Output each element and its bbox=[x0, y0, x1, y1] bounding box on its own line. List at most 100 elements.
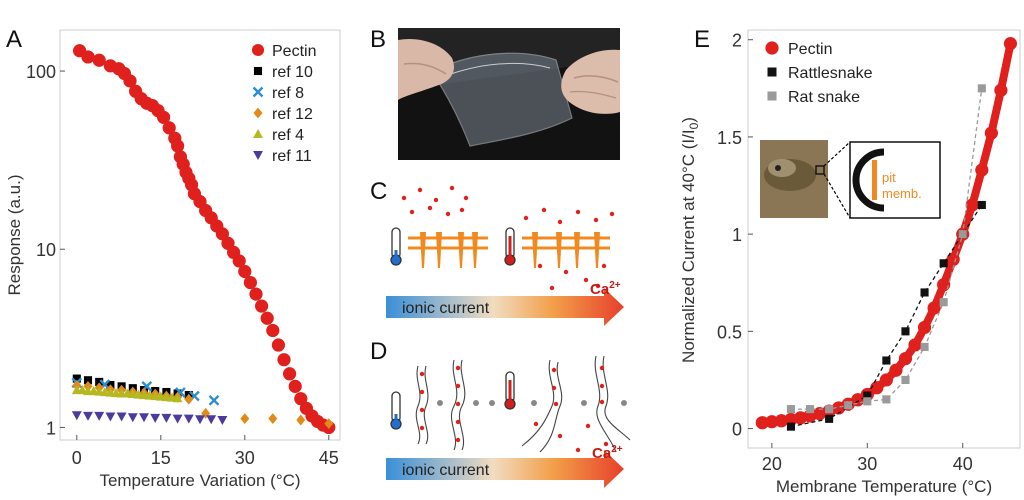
point-ref-12 bbox=[296, 414, 306, 426]
snake-inset: pit memb. bbox=[760, 140, 941, 219]
point-ref-11 bbox=[127, 413, 138, 423]
ion-dot bbox=[541, 207, 547, 213]
ion-dot bbox=[557, 219, 563, 225]
ion-dot bbox=[585, 423, 591, 429]
ion-dot bbox=[449, 185, 455, 191]
ion-dot bbox=[551, 385, 557, 391]
point-pectin bbox=[1003, 37, 1018, 51]
ion-dot bbox=[553, 401, 559, 407]
panel-label-b: B bbox=[370, 26, 387, 53]
point-pectin bbox=[294, 392, 308, 406]
ion-dot bbox=[557, 433, 563, 439]
ion-dot bbox=[551, 367, 557, 373]
point-pectin bbox=[908, 338, 922, 352]
point-pectin bbox=[283, 367, 297, 381]
panel-label-a: A bbox=[6, 26, 23, 53]
chart-a-frame bbox=[59, 29, 341, 441]
point-pectin bbox=[162, 121, 176, 135]
legend-label-ref-11: ref 11 bbox=[272, 148, 312, 165]
ion-dot bbox=[537, 263, 543, 269]
counter-ion-dot bbox=[621, 400, 627, 406]
point-pectin bbox=[975, 163, 989, 177]
pectin-film bbox=[431, 52, 573, 147]
legend-label-pectin: Pectin bbox=[788, 41, 832, 58]
tick-label-y: 100 bbox=[26, 62, 56, 82]
point-rat-snake bbox=[958, 230, 967, 239]
chart-a: 0 15 30 45 1 10 100 Pectin ref 10 ref 8 ref 12 ref… bbox=[5, 29, 341, 490]
point-pectin bbox=[984, 126, 998, 140]
point-rattlesnake bbox=[882, 356, 891, 365]
ions-c bbox=[401, 185, 615, 291]
point-pectin bbox=[288, 379, 302, 393]
ion-dot bbox=[455, 419, 461, 425]
panel-label-e: E bbox=[694, 26, 711, 53]
ion-dot bbox=[419, 425, 425, 431]
ion-dot bbox=[455, 383, 461, 389]
ion-dot bbox=[409, 209, 415, 215]
point-ref-11 bbox=[183, 414, 194, 424]
legend-marker-ref-11 bbox=[253, 150, 263, 160]
point-pectin bbox=[965, 198, 979, 212]
point-rattlesnake bbox=[920, 288, 929, 297]
point-ref-10 bbox=[95, 377, 104, 386]
point-ref-11 bbox=[83, 411, 93, 421]
point-pectin bbox=[870, 381, 884, 395]
ion-dot bbox=[583, 277, 589, 283]
thermometer-hot-icon bbox=[504, 371, 516, 410]
right-hand bbox=[561, 49, 620, 114]
point-rat-snake bbox=[882, 395, 891, 404]
membrane-cold bbox=[408, 232, 488, 268]
pit-membrane bbox=[872, 160, 877, 200]
point-pectin bbox=[171, 139, 185, 153]
thermometer-hot-icon bbox=[504, 227, 516, 266]
point-rat-snake bbox=[786, 405, 795, 414]
polymer-chains bbox=[415, 355, 631, 453]
legend-marker-rattlesnake bbox=[767, 67, 777, 77]
tick-label-y: 10 bbox=[36, 240, 56, 260]
point-ref-12 bbox=[201, 407, 211, 419]
point-ref-8 bbox=[208, 394, 220, 406]
point-pectin bbox=[123, 74, 137, 88]
point-pectin bbox=[249, 287, 263, 301]
tick-label-y: 0 bbox=[732, 420, 742, 440]
counter-ion-dot bbox=[489, 400, 495, 406]
point-rattlesnake bbox=[863, 391, 872, 400]
thermometer-cold-icon bbox=[390, 227, 402, 266]
ion-dot bbox=[609, 211, 615, 217]
point-pectin bbox=[81, 50, 95, 64]
chart-e-axes: 20 30 40 0 0.5 1 1.5 2 bbox=[717, 31, 973, 474]
legend-marker-rat-snake bbox=[767, 91, 777, 101]
panel-label-d: D bbox=[370, 338, 388, 365]
pit-label: pit bbox=[882, 170, 896, 185]
point-ref-11 bbox=[217, 415, 228, 425]
point-rat-snake bbox=[939, 298, 948, 307]
ion-dot bbox=[593, 217, 599, 223]
point-ref-10 bbox=[72, 374, 81, 383]
point-ref-11 bbox=[139, 413, 149, 423]
point-pectin bbox=[755, 416, 769, 430]
tick-label-x: 15 bbox=[151, 448, 171, 468]
legend-label-ref-12: ref 12 bbox=[272, 106, 313, 123]
tick-label-x: 40 bbox=[953, 454, 973, 474]
point-pectin bbox=[917, 320, 932, 335]
point-ref-4 bbox=[172, 393, 183, 403]
ionic-current-label: ionic current bbox=[402, 300, 490, 317]
point-pectin bbox=[277, 353, 291, 367]
point-pectin bbox=[898, 351, 913, 366]
ionic-current-arrow-d bbox=[386, 450, 624, 488]
ion-dot bbox=[419, 371, 425, 377]
line-rat-snake bbox=[790, 88, 983, 410]
tick-label-y: 0.5 bbox=[717, 322, 742, 342]
chart-a-xlabel: Temperature Variation (°C) bbox=[99, 471, 300, 490]
legend-marker-pectin bbox=[251, 43, 265, 57]
legend-marker-ref-12 bbox=[253, 107, 263, 119]
ions-d bbox=[419, 365, 627, 453]
counter-ion-dot bbox=[531, 400, 537, 406]
legend-label-pectin: Pectin bbox=[272, 43, 316, 60]
chart-e-frame bbox=[747, 29, 1021, 449]
pit-marker bbox=[815, 165, 825, 175]
point-pectin bbox=[243, 275, 257, 290]
chart-e-marks bbox=[755, 37, 1018, 431]
point-pectin bbox=[927, 301, 941, 315]
ion-dot bbox=[599, 383, 605, 389]
